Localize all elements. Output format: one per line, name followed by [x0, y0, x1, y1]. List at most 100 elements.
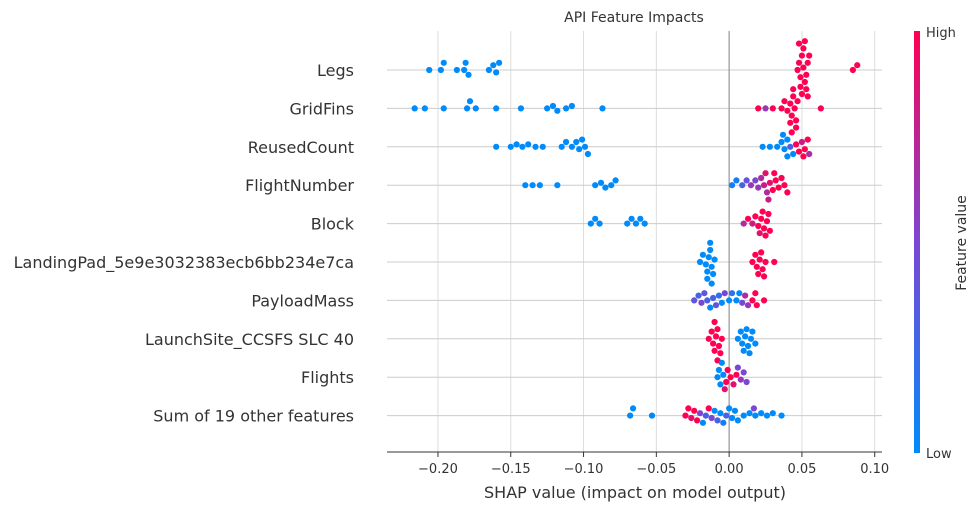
shap-point [705, 335, 712, 342]
shap-point [752, 177, 759, 184]
shap-point [715, 342, 723, 350]
shap-point [465, 71, 472, 78]
shap-point [762, 105, 769, 112]
shap-point [784, 107, 791, 114]
shap-point [739, 299, 746, 306]
shap-point [522, 182, 529, 189]
shap-point [711, 256, 718, 263]
shap-point [701, 290, 708, 297]
shap-point [702, 412, 709, 419]
shap-point [539, 143, 546, 150]
shap-point [758, 174, 765, 182]
colorbar-high-label: High [926, 26, 956, 41]
shap-point [685, 405, 692, 412]
shap-point [766, 143, 773, 150]
x-tick-label: 0.10 [860, 462, 889, 477]
shap-point [800, 153, 807, 160]
shap-point [602, 184, 609, 191]
shap-point [710, 270, 717, 278]
shap-point [801, 38, 808, 45]
shap-point [717, 350, 724, 357]
shap-point [691, 407, 698, 414]
shap-point [778, 105, 785, 112]
shap-point [771, 258, 778, 266]
shap-point [758, 215, 765, 222]
shap-point [755, 270, 762, 278]
shap-point [715, 292, 723, 299]
shap-point [724, 366, 731, 374]
shap-point [803, 71, 810, 78]
shap-point [752, 412, 759, 419]
shap-point [800, 64, 807, 71]
shap-point [554, 182, 561, 189]
shap-point [806, 150, 813, 158]
shap-point [599, 105, 606, 112]
shap-point [753, 263, 760, 270]
shap-point [694, 417, 701, 424]
shap-point [778, 138, 785, 146]
feature-label: LandingPad_5e9e3032383ecb6bb234e7ca [14, 253, 354, 273]
shap-point [763, 412, 771, 419]
shap-point [744, 342, 752, 350]
shap-point [637, 215, 644, 222]
shap-point [737, 376, 744, 383]
shap-point [758, 249, 765, 256]
shap-point [688, 414, 695, 422]
shap-point [804, 136, 811, 143]
shap-point [730, 381, 737, 388]
shap-point [800, 45, 807, 52]
shap-point [529, 182, 536, 189]
colorbar-low-label: Low [926, 447, 952, 462]
shap-point [544, 105, 551, 112]
shap-point [715, 366, 723, 374]
shap-point [718, 335, 725, 342]
shap-point [493, 69, 500, 76]
shap-point [798, 52, 806, 59]
shap-point [740, 347, 747, 354]
shap-point [793, 124, 800, 131]
shap-point [578, 136, 586, 143]
shap-point [699, 419, 707, 426]
shap-point [778, 174, 785, 182]
shap-point [573, 138, 580, 146]
shap-point [737, 328, 744, 335]
shap-point [698, 299, 705, 306]
shap-point [790, 86, 797, 93]
shap-point [704, 275, 711, 282]
shap-point [743, 326, 750, 333]
shap-point [708, 414, 715, 422]
shap-point [519, 143, 526, 150]
shap-point [806, 52, 813, 59]
shap-point [784, 136, 791, 143]
shap-point [517, 105, 525, 112]
shap-point [440, 59, 447, 66]
shap-point [795, 59, 803, 66]
shap-point [712, 302, 720, 309]
shap-point [769, 410, 776, 417]
shap-point [712, 333, 720, 340]
shap-point [762, 170, 769, 177]
shap-point [463, 105, 471, 112]
shap-point [696, 258, 704, 266]
shap-point [744, 302, 752, 309]
shap-point [765, 196, 772, 203]
shap-point [742, 333, 749, 340]
shap-point [496, 59, 503, 66]
shap-point [727, 374, 734, 381]
shap-point [562, 105, 570, 112]
shap-point [632, 220, 640, 227]
shap-point [779, 131, 787, 138]
shap-point [695, 292, 702, 299]
shap-point [708, 263, 715, 270]
shap-point [801, 146, 808, 153]
shap-point [472, 105, 479, 112]
x-axis-title: SHAP value (impact on model output) [484, 483, 786, 502]
shap-point [462, 59, 469, 66]
feature-label: GridFins [289, 99, 354, 118]
shap-point [714, 374, 721, 381]
shap-point [733, 177, 740, 184]
shap-point [763, 218, 771, 225]
shap-point [817, 105, 824, 112]
shap-point [558, 143, 565, 150]
shap-point [746, 410, 753, 417]
